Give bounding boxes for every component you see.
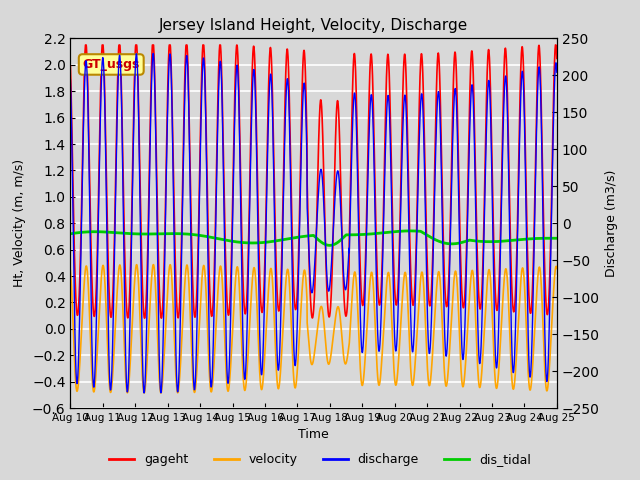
Title: Jersey Island Height, Velocity, Discharge: Jersey Island Height, Velocity, Discharg…: [159, 18, 468, 33]
Legend: gageht, velocity, discharge, dis_tidal: gageht, velocity, discharge, dis_tidal: [104, 448, 536, 471]
X-axis label: Time: Time: [298, 429, 329, 442]
Y-axis label: Ht, Velocity (m, m/s): Ht, Velocity (m, m/s): [13, 159, 26, 287]
Y-axis label: Discharge (m3/s): Discharge (m3/s): [605, 169, 618, 277]
Text: GT_usgs: GT_usgs: [83, 58, 140, 71]
